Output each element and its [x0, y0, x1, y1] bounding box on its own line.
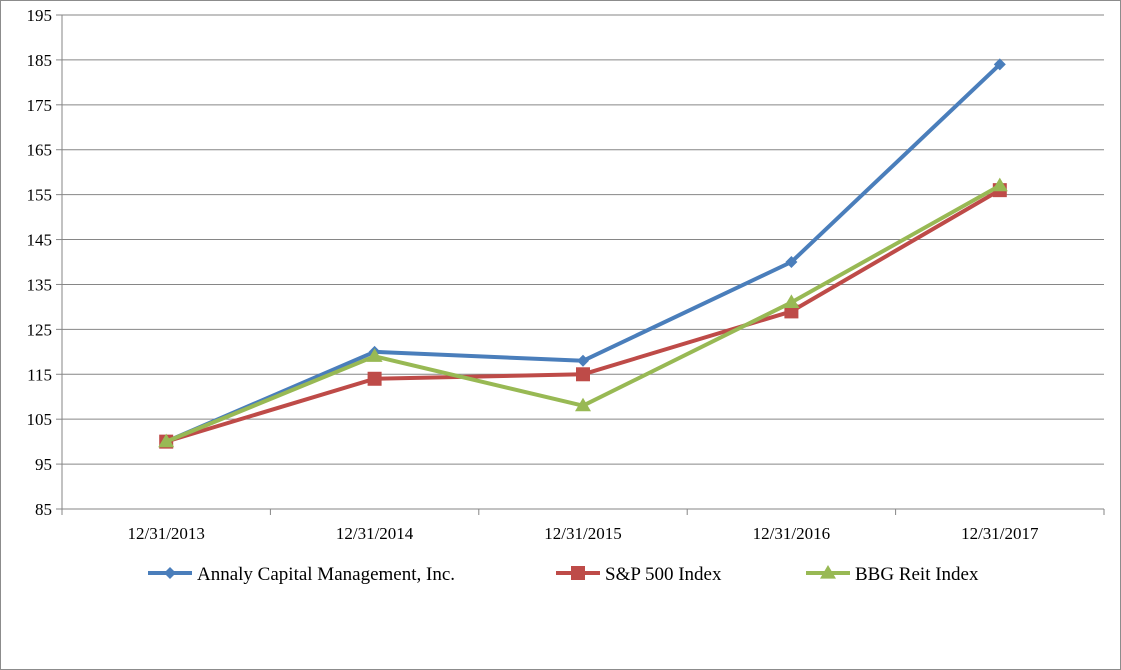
y-tick-label: 85 [35, 500, 52, 519]
series-group [158, 58, 1008, 449]
x-tick-label: 12/31/2015 [544, 524, 621, 543]
data-point [367, 371, 382, 386]
x-tick-label: 12/31/2016 [753, 524, 830, 543]
legend: Annaly Capital Management, Inc. S&P 500 I… [148, 564, 979, 585]
y-tick-label: 195 [27, 6, 53, 25]
data-point [991, 177, 1008, 192]
series-line [165, 62, 1002, 444]
axes [61, 15, 1104, 510]
data-point [575, 397, 591, 412]
y-tick-label: 145 [27, 231, 53, 250]
y-tick-label: 175 [27, 96, 53, 115]
x-tick-label: 12/31/2014 [336, 524, 414, 543]
legend-item-3: BBG Reit Index [806, 564, 979, 585]
x-tick-label: 12/31/2013 [127, 524, 204, 543]
y-tick-label: 125 [27, 320, 53, 339]
y-tick-label: 165 [27, 141, 53, 160]
gridlines [62, 14, 1104, 465]
y-axis-ticks: 85 95 105 115 125 135 145 155 165 175 185 195 [27, 6, 62, 519]
data-point [366, 348, 383, 362]
legend-marker [820, 565, 836, 579]
series-3 [158, 177, 1008, 448]
data-point [993, 58, 1006, 71]
x-axis-ticks: 12/31/2013 12/31/2014 12/31/2015 12/31/2016… [61, 509, 1105, 543]
legend-item-1: Annaly Capital Management, Inc. [148, 564, 455, 585]
legend-item-2: S&P 500 Index [556, 564, 722, 585]
data-point [785, 256, 798, 268]
legend-marker [164, 567, 176, 579]
y-tick-label: 105 [27, 410, 53, 429]
legend-label: S&P 500 Index [605, 564, 722, 585]
data-point [158, 433, 175, 448]
data-point [783, 294, 800, 309]
x-tick-label: 12/31/2017 [961, 524, 1039, 543]
legend-label: BBG Reit Index [855, 564, 979, 585]
y-tick-label: 115 [27, 365, 52, 384]
legend-label: Annaly Capital Management, Inc. [197, 564, 455, 585]
y-tick-label: 95 [35, 455, 52, 474]
y-tick-label: 155 [27, 186, 53, 205]
y-tick-label: 135 [27, 275, 53, 294]
data-point [576, 367, 590, 382]
y-tick-label: 185 [27, 51, 53, 70]
data-point [577, 354, 589, 367]
legend-marker [571, 566, 585, 580]
